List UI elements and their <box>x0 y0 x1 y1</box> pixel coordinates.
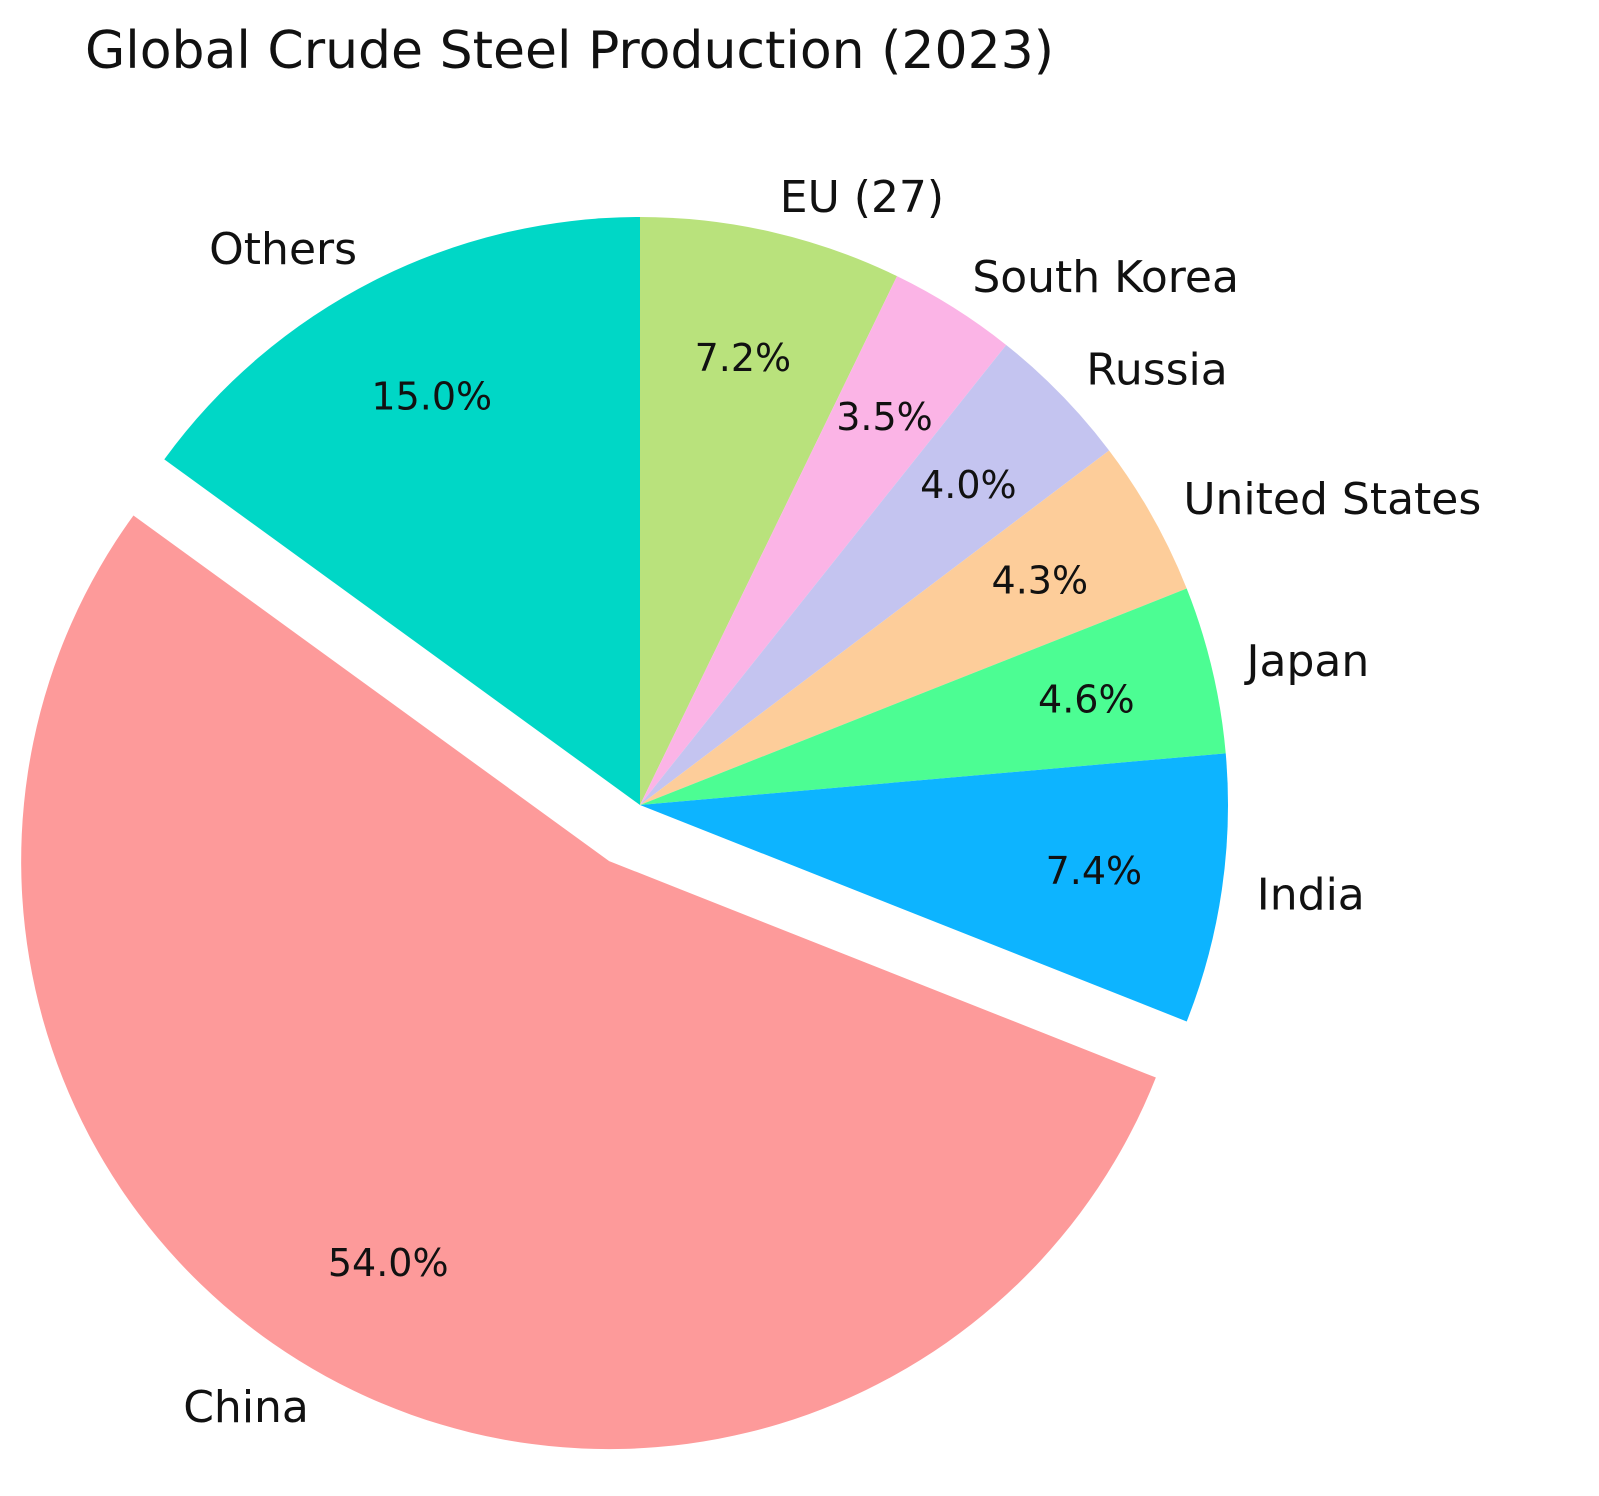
slice-label-others: Others <box>209 224 357 275</box>
pct-label-india: 7.4% <box>1046 849 1143 893</box>
pie-slice-russia <box>640 344 1110 805</box>
pie-slice-china <box>21 515 1156 1450</box>
pct-label-japan: 4.6% <box>1038 677 1135 721</box>
slice-label-russia: Russia <box>1086 344 1228 395</box>
pie-slice-south-korea <box>640 276 1007 805</box>
pie-slice-united-states <box>640 450 1187 805</box>
pie-slice-others <box>164 217 640 805</box>
pie-slices <box>21 217 1228 1450</box>
pie-slice-india <box>640 753 1228 1022</box>
pct-label-eu-27: 7.2% <box>695 336 792 380</box>
pie-slice-japan <box>640 588 1226 805</box>
pct-label-russia: 4.0% <box>920 463 1017 507</box>
slice-label-united-states: United States <box>1183 474 1481 525</box>
chart-title: Global Crude Steel Production (2023) <box>85 21 1054 81</box>
slice-label-china: China <box>183 1382 309 1433</box>
slice-label-india: India <box>1257 869 1365 920</box>
slice-label-eu-27: EU (27) <box>780 172 944 223</box>
pct-label-others: 15.0% <box>371 374 492 418</box>
pie-labels: 7.2% EU (27) 3.5% South Korea 4.0% Russia 4.3%… <box>183 172 1481 1433</box>
pct-label-south-korea: 3.5% <box>836 395 933 439</box>
slice-label-japan: Japan <box>1244 636 1370 687</box>
pie-slice-eu-27 <box>640 217 898 805</box>
pct-label-china: 54.0% <box>328 1241 449 1285</box>
pct-label-united-states: 4.3% <box>992 558 1089 602</box>
slice-label-south-korea: South Korea <box>972 252 1239 303</box>
